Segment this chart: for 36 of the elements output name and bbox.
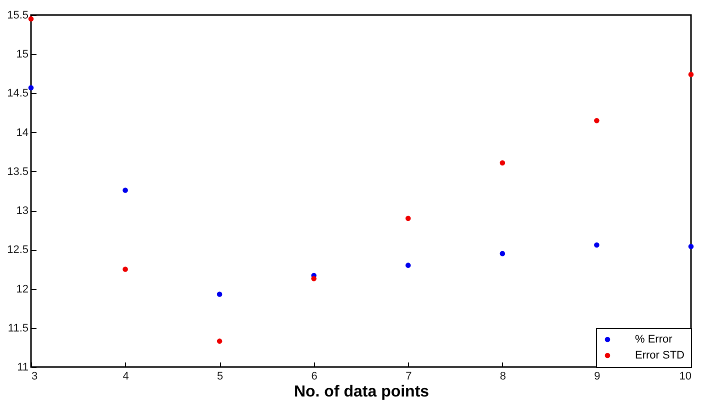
point: [500, 160, 506, 166]
legend-label: Error STD: [635, 350, 685, 362]
legend-label: % Error: [635, 334, 673, 346]
point: [28, 16, 34, 22]
x-tick-label: 4: [122, 370, 129, 382]
x-tick-label: 7: [406, 370, 412, 382]
y-tick-label: 11: [17, 362, 28, 374]
x-tick-label: 5: [217, 370, 224, 382]
point: [405, 262, 411, 268]
y-tick-label: 13.5: [7, 166, 28, 178]
x-tick-label: 8: [500, 370, 506, 382]
x-tick-label: 3: [32, 370, 38, 382]
point: [122, 266, 128, 272]
y-tick-label: 12.5: [7, 244, 28, 256]
y-tick-label: 14: [16, 126, 28, 139]
point: [28, 85, 34, 90]
y-tick-label: 14.5: [7, 88, 28, 100]
point: [311, 276, 317, 282]
x-tick-label: 6: [311, 370, 318, 382]
point: [594, 242, 600, 248]
x-tick-label: 10: [679, 370, 692, 382]
point: [500, 250, 506, 256]
y-tick-label: 12: [16, 283, 28, 296]
x-tick-label: 9: [594, 370, 600, 382]
point: [216, 292, 222, 297]
point: [594, 118, 600, 124]
y-tick-label: 15: [16, 48, 28, 61]
y-tick-label: 11.5: [8, 322, 28, 334]
point: [216, 338, 222, 344]
x-axis-title: No. of data points: [294, 384, 430, 400]
point: [122, 188, 128, 193]
point: [405, 216, 411, 222]
point: [688, 72, 694, 78]
y-tick-label: 15.5: [7, 10, 28, 22]
y-tick-label: 13: [16, 205, 28, 218]
point: [688, 244, 694, 250]
